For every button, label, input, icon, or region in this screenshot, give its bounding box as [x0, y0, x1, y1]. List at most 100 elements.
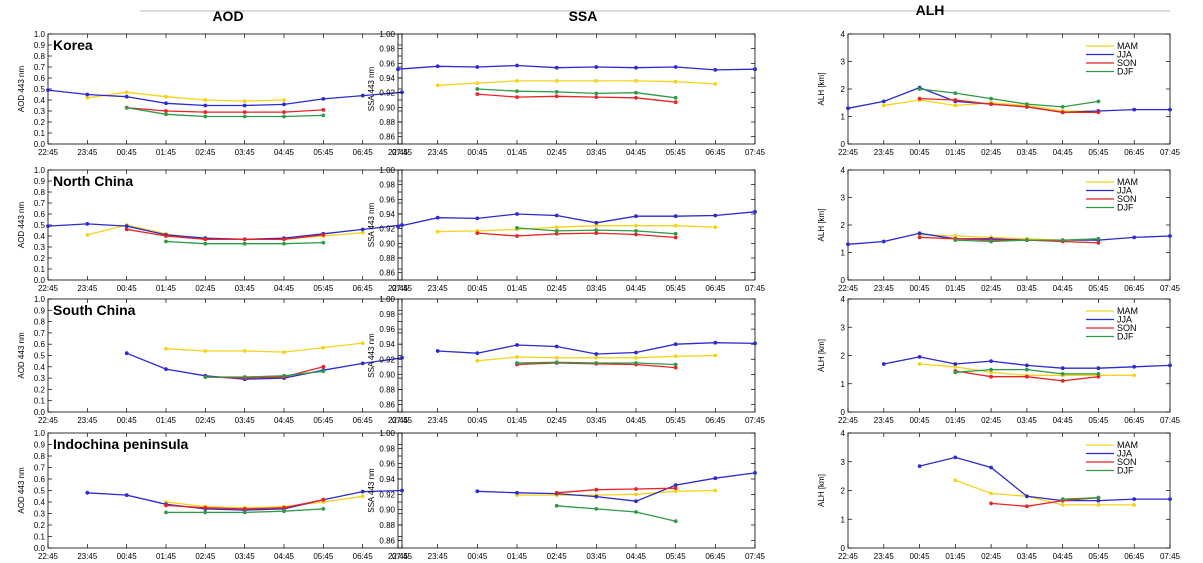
x-tick-label: 06:45 [353, 148, 374, 157]
y-tick-label: 0.9 [34, 441, 46, 450]
data-point [1060, 238, 1065, 243]
y-axis-label: ALH [km] [817, 474, 826, 507]
data-point [953, 103, 958, 108]
series-djf [515, 226, 678, 236]
data-point [989, 491, 993, 496]
data-point [203, 237, 208, 242]
series-line [847, 232, 1171, 245]
region-title: Korea [53, 37, 93, 53]
data-point [164, 112, 168, 117]
x-tick-label: 07:45 [392, 552, 413, 561]
data-point [1025, 238, 1029, 243]
data-point [594, 494, 599, 499]
x-tick-label: 04:45 [1053, 416, 1074, 425]
data-point [515, 490, 519, 495]
data-point [554, 231, 559, 236]
y-axis-label: AOD 443 nm [17, 332, 26, 379]
x-tick-label: 22:45 [838, 552, 859, 561]
y-tick-label: 0.6 [34, 74, 46, 83]
data-point [435, 229, 440, 234]
y-tick-label: 0.96 [379, 325, 395, 334]
x-tick-label: 00:45 [117, 416, 138, 425]
panel-r0-c1: 0.86 0.88 0.90 0.92 0.94 0.96 0.98 1.00 22:45 23:… [367, 30, 766, 157]
data-point [515, 355, 519, 359]
x-tick-label: 22:45 [388, 552, 409, 561]
data-point [554, 225, 559, 230]
data-point [1060, 366, 1065, 371]
data-point [164, 109, 168, 113]
data-point [673, 483, 678, 487]
data-point [515, 361, 519, 365]
y-tick-label: 0.1 [34, 533, 46, 542]
y-tick-label: 0.86 [379, 536, 395, 545]
data-point [124, 94, 129, 99]
y-tick-label: 0.4 [34, 498, 46, 507]
data-point [282, 509, 286, 514]
x-tick-label: 03:45 [1017, 416, 1038, 425]
x-tick-label: 22:45 [838, 148, 859, 157]
data-point [953, 238, 958, 243]
data-point [400, 488, 404, 493]
data-point [594, 487, 599, 492]
x-tick-label: 01:45 [156, 284, 177, 293]
data-point [989, 102, 993, 106]
y-tick-label: 0.98 [379, 310, 395, 319]
data-point [321, 108, 326, 112]
series-jja [846, 85, 1172, 115]
region-title: North China [53, 173, 133, 189]
x-tick-label: 06:45 [1124, 416, 1145, 425]
y-tick-label: 0.2 [34, 521, 46, 530]
y-tick-label: 0.92 [379, 355, 395, 364]
y-tick-label: 1.0 [34, 429, 46, 438]
y-tick-label: 0.3 [34, 107, 46, 116]
data-point [85, 95, 90, 100]
y-tick-label: 0.96 [379, 460, 395, 469]
series-line [126, 107, 324, 118]
series-djf [124, 105, 326, 119]
data-point [124, 105, 129, 110]
legend-label: SON [1117, 323, 1137, 333]
data-point [634, 79, 638, 83]
series-mam [85, 90, 286, 103]
series-line [165, 495, 363, 509]
series-line [47, 89, 403, 107]
series-line [165, 342, 363, 353]
y-tick-label: 2 [841, 85, 846, 94]
legend-label: SON [1117, 194, 1137, 204]
data-point [989, 370, 993, 375]
legend-label: SON [1117, 58, 1137, 68]
series-jja [396, 63, 757, 72]
x-tick-label: 23:45 [77, 552, 98, 561]
x-tick-label: 02:45 [981, 552, 1002, 561]
y-tick-label: 1 [841, 515, 846, 524]
data-point [1096, 503, 1101, 507]
data-point [1096, 236, 1101, 241]
x-tick-label: 03:45 [586, 416, 607, 425]
data-point [321, 364, 326, 369]
data-point [282, 505, 286, 510]
x-tick-label: 01:45 [156, 148, 177, 157]
data-point [673, 95, 678, 100]
series-son [475, 92, 678, 105]
legend-label: JJA [1117, 186, 1132, 196]
x-tick-label: 01:45 [507, 284, 528, 293]
y-tick-label: 0.5 [34, 487, 46, 496]
data-point [953, 370, 958, 375]
x-tick-label: 06:45 [353, 552, 374, 561]
y-tick-label: 0.3 [34, 510, 46, 519]
data-point [673, 235, 678, 240]
y-axis-label: SSA 443 nm [367, 202, 376, 247]
series-line [919, 456, 1170, 502]
data-point [124, 351, 129, 356]
x-tick-label: 00:45 [467, 148, 488, 157]
data-point [917, 464, 922, 468]
data-point [1060, 110, 1065, 115]
series-line [126, 228, 324, 240]
data-point [594, 223, 599, 228]
x-tick-label: 03:45 [235, 552, 256, 561]
data-point [360, 494, 365, 499]
data-point [673, 214, 678, 219]
y-tick-label: 0.9 [34, 177, 46, 186]
y-tick-label: 0.2 [34, 254, 46, 263]
data-point [124, 227, 129, 232]
